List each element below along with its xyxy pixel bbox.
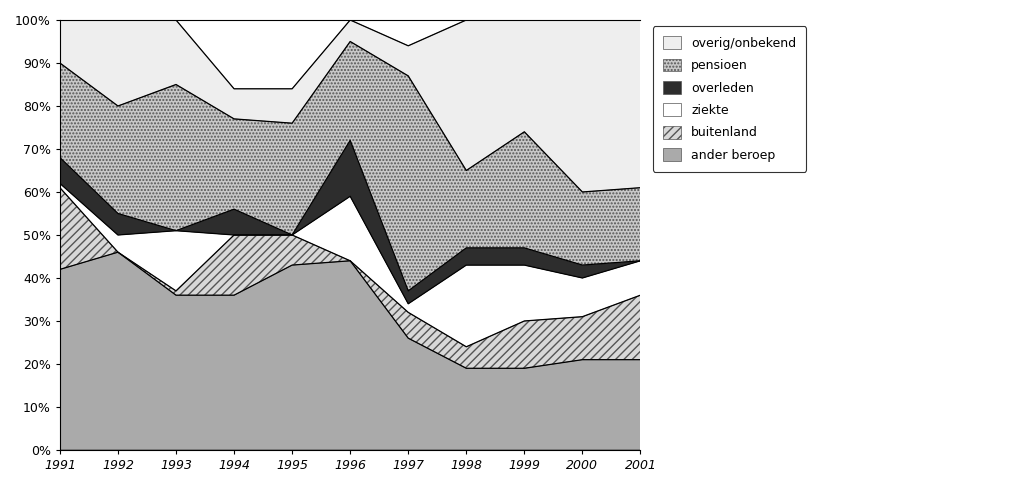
Legend: overig/onbekend, pensioen, overleden, ziekte, buitenland, ander beroep: overig/onbekend, pensioen, overleden, zi… [653,26,806,172]
